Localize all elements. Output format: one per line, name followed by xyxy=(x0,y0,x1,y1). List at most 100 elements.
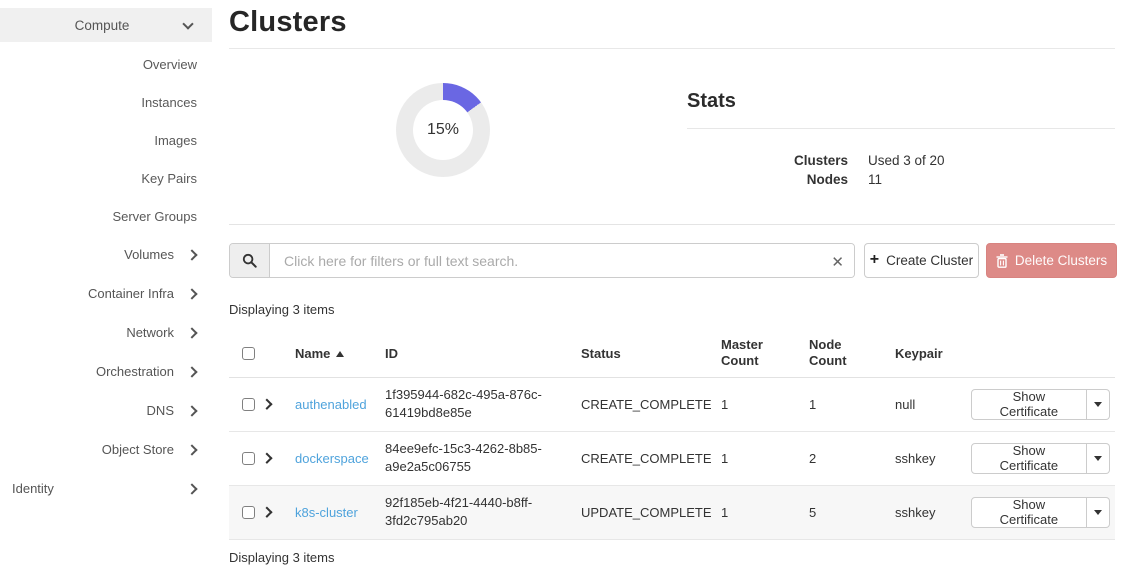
cluster-name-link[interactable]: authenabled xyxy=(295,396,367,412)
sidebar-item-overview[interactable]: Overview xyxy=(0,45,212,83)
expand-column-header xyxy=(261,330,293,378)
sidebar-item-label: Overview xyxy=(142,56,197,72)
chevron-right-icon xyxy=(186,248,198,261)
node-count: 5 xyxy=(807,485,893,540)
row-actions-dropdown-button[interactable] xyxy=(1086,442,1110,474)
chevron-down-icon xyxy=(182,17,194,30)
select-all-checkbox[interactable] xyxy=(242,346,255,360)
clear-search-icon[interactable]: ✕ xyxy=(831,253,844,271)
master-count: 1 xyxy=(719,431,807,486)
stat-value: Used 3 of 20 xyxy=(868,153,945,168)
node-count: 2 xyxy=(807,431,893,486)
row-checkbox[interactable] xyxy=(242,397,255,411)
sidebar-section-label: Volumes xyxy=(124,247,174,262)
sidebar: Compute Overview Instances Images Key Pa… xyxy=(0,0,212,575)
sidebar-section-label: Object Store xyxy=(101,442,174,457)
page-header: Clusters xyxy=(229,0,1115,49)
sidebar-section-label: Container Infra xyxy=(88,286,174,301)
expand-row-icon[interactable] xyxy=(261,452,274,465)
search-bar: ✕ xyxy=(229,243,855,278)
delete-clusters-label: Delete Clusters xyxy=(1014,253,1108,268)
table-row: dockerspace 84ee9efc-15c3-4262-8b85-a9e2… xyxy=(229,431,1115,486)
cluster-name-link[interactable]: k8s-cluster xyxy=(295,504,358,520)
cluster-id: 92f185eb-4f21-4440-b8ff-3fd2c795ab20 xyxy=(383,485,579,540)
row-checkbox[interactable] xyxy=(242,505,255,519)
usage-percent-label: 15% xyxy=(426,121,460,138)
row-checkbox[interactable] xyxy=(242,451,255,465)
divider xyxy=(687,128,1115,129)
stat-row-nodes: Nodes 11 xyxy=(687,170,1115,189)
column-header-name[interactable]: Name xyxy=(293,330,383,378)
trash-icon xyxy=(996,253,1008,268)
chevron-right-icon xyxy=(186,365,198,378)
sort-ascending-icon xyxy=(336,351,345,358)
sidebar-item-instances[interactable]: Instances xyxy=(0,83,212,121)
keypair: null xyxy=(893,377,969,432)
sidebar-section-container-infra[interactable]: Container Infra xyxy=(0,274,212,313)
column-label: Name xyxy=(295,345,331,361)
column-header-node-count[interactable]: Node Count xyxy=(807,330,893,378)
column-label: Master Count xyxy=(721,337,763,369)
sidebar-section-volumes[interactable]: Volumes xyxy=(0,235,212,274)
table-header-row: Name ID Status Master Count Node Count K… xyxy=(229,330,1115,378)
sidebar-item-server-groups[interactable]: Server Groups xyxy=(0,197,212,235)
sidebar-item-label: Instances xyxy=(141,94,197,110)
sidebar-section-dns[interactable]: DNS xyxy=(0,391,212,430)
master-count: 1 xyxy=(719,485,807,540)
show-certificate-button[interactable]: Show Certificate xyxy=(971,442,1087,474)
caret-down-icon xyxy=(1093,455,1102,461)
stats-panel: Stats Clusters Used 3 of 20 Nodes 11 xyxy=(687,90,1115,189)
cluster-status: CREATE_COMPLETE xyxy=(579,431,719,486)
column-header-keypair[interactable]: Keypair xyxy=(893,330,969,378)
chevron-right-icon xyxy=(186,404,198,417)
show-certificate-button[interactable]: Show Certificate xyxy=(971,388,1087,420)
cluster-name-link[interactable]: dockerspace xyxy=(295,450,369,466)
plus-icon: + xyxy=(869,251,880,268)
expand-row-icon[interactable] xyxy=(261,506,274,519)
search-icon[interactable] xyxy=(230,244,270,277)
sidebar-item-key-pairs[interactable]: Key Pairs xyxy=(0,159,212,197)
sidebar-section-object-store[interactable]: Object Store xyxy=(0,430,212,469)
master-count: 1 xyxy=(719,377,807,432)
sidebar-item-images[interactable]: Images xyxy=(0,121,212,159)
page-title: Clusters xyxy=(229,6,347,38)
clusters-table: Name ID Status Master Count Node Count K… xyxy=(229,330,1115,540)
cluster-status: CREATE_COMPLETE xyxy=(579,377,719,432)
sidebar-section-orchestration[interactable]: Orchestration xyxy=(0,352,212,391)
sidebar-section-label: Identity xyxy=(12,481,54,496)
cluster-status: UPDATE_COMPLETE xyxy=(579,485,719,540)
chevron-right-icon xyxy=(186,443,198,456)
sidebar-item-label: Key Pairs xyxy=(141,170,197,186)
divider xyxy=(229,224,1115,225)
stat-label: Nodes xyxy=(806,172,848,187)
expand-row-icon[interactable] xyxy=(261,398,274,411)
create-cluster-label: Create Cluster xyxy=(886,253,974,268)
cluster-id: 1f395944-682c-495a-876c-61419bd8e85e xyxy=(383,377,579,432)
usage-donut-chart: 15% xyxy=(396,83,490,177)
table-controls: ✕ + Create Cluster Delete Clusters xyxy=(229,243,1117,278)
sidebar-section-compute[interactable]: Compute xyxy=(0,8,212,42)
sidebar-menu: Overview Instances Images Key Pairs Serv… xyxy=(0,45,212,508)
sidebar-section-label: Orchestration xyxy=(95,364,174,379)
chevron-right-icon xyxy=(186,287,198,300)
sidebar-section-network[interactable]: Network xyxy=(0,313,212,352)
keypair: sshkey xyxy=(893,485,969,540)
sidebar-section-label: Compute xyxy=(74,17,130,33)
table-row: authenabled 1f395944-682c-495a-876c-6141… xyxy=(229,377,1115,432)
column-header-master-count[interactable]: Master Count xyxy=(719,330,807,378)
sidebar-section-identity[interactable]: Identity xyxy=(0,469,212,508)
actions-column-header xyxy=(969,330,1115,378)
show-certificate-button[interactable]: Show Certificate xyxy=(971,496,1087,528)
items-count-bottom: Displaying 3 items xyxy=(229,550,335,565)
caret-down-icon xyxy=(1093,509,1102,515)
sidebar-item-label: Server Groups xyxy=(112,208,197,224)
search-input[interactable] xyxy=(270,244,854,277)
delete-clusters-button[interactable]: Delete Clusters xyxy=(986,243,1117,278)
row-actions-dropdown-button[interactable] xyxy=(1086,388,1110,420)
create-cluster-button[interactable]: + Create Cluster xyxy=(864,243,979,278)
column-label: ID xyxy=(385,345,398,361)
column-header-status[interactable]: Status xyxy=(579,330,719,378)
column-header-id[interactable]: ID xyxy=(383,330,579,378)
row-actions-dropdown-button[interactable] xyxy=(1086,496,1110,528)
